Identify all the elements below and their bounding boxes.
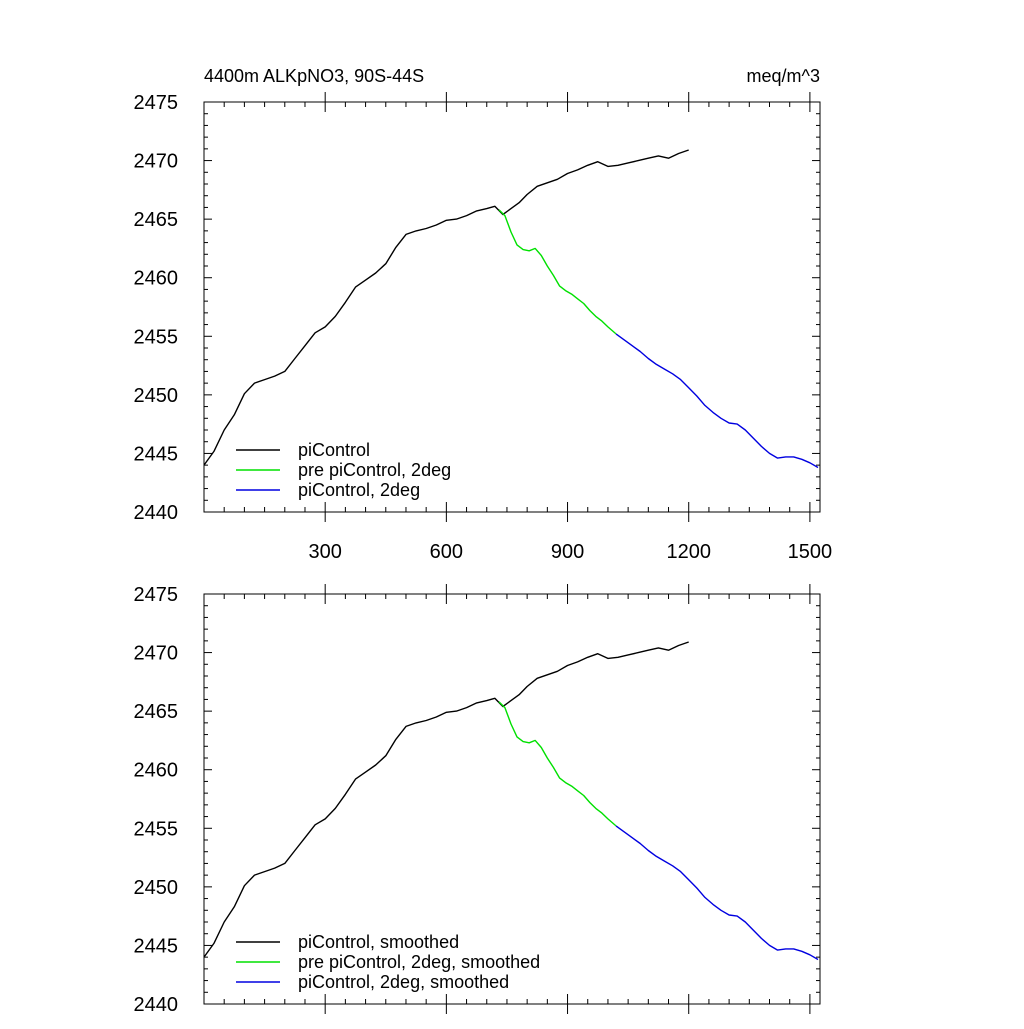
x-tick-label: 1500 [788, 541, 833, 563]
legend-label: piControl, 2deg [298, 480, 420, 500]
series-line-2 [498, 209, 617, 335]
series-line-3 [615, 825, 819, 961]
y-tick-label: 2440 [134, 994, 179, 1016]
chart-panel-1: 2440 2445 2450 2455 2460 2465 2470 2475 300 600 90… [134, 66, 833, 563]
chart-panel-2: 2440 2445 2450 2455 2460 2465 2470 2475 piContro… [134, 584, 821, 1016]
y-tick-label: 2450 [134, 877, 179, 899]
legend-label: pre piControl, 2deg [298, 460, 451, 480]
legend-label: piControl, smoothed [298, 932, 459, 952]
y-tick-label: 2475 [134, 584, 179, 606]
y-tick-label: 2450 [134, 385, 179, 407]
y-tick-label: 2455 [134, 818, 179, 840]
y-tick-label: 2465 [134, 209, 179, 231]
x-tick-label: 300 [308, 541, 341, 563]
series-line-3 [615, 333, 819, 469]
y-tick-label: 2475 [134, 92, 179, 114]
plot-frame [203, 101, 821, 513]
units-label: meq/m^3 [747, 66, 820, 86]
y-tick-label: 2445 [134, 443, 179, 465]
series-line-2 [498, 701, 617, 827]
x-tick-label: 900 [551, 541, 584, 563]
y-tick-label: 2440 [134, 502, 179, 524]
plot-frame [203, 593, 821, 1005]
series-line-1 [203, 149, 689, 466]
x-tick-label: 600 [430, 541, 463, 563]
series-line-1 [203, 641, 689, 958]
y-tick-label: 2470 [134, 151, 179, 173]
y-tick-label: 2465 [134, 701, 179, 723]
legend-label: piControl [298, 440, 370, 460]
y-tick-label: 2445 [134, 935, 179, 957]
legend-label: pre piControl, 2deg, smoothed [298, 952, 540, 972]
y-tick-label: 2460 [134, 760, 179, 782]
y-tick-label: 2470 [134, 643, 179, 665]
legend-label: piControl, 2deg, smoothed [298, 972, 509, 992]
y-tick-label: 2455 [134, 326, 179, 348]
y-tick-label: 2460 [134, 268, 179, 290]
chart-title: 4400m ALKpNO3, 90S-44S [204, 66, 424, 86]
x-tick-label: 1200 [666, 541, 711, 563]
